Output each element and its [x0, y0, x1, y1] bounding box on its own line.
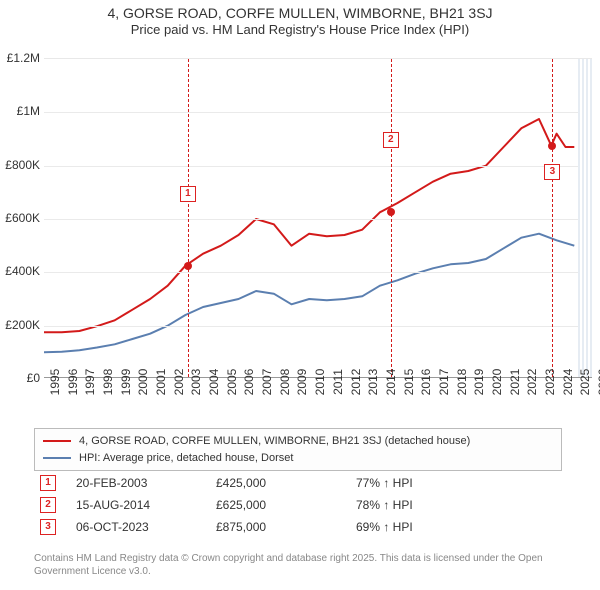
x-axis-label: 2013 [366, 369, 380, 396]
x-axis-label: 2017 [437, 369, 451, 396]
x-axis-label: 2018 [455, 369, 469, 396]
x-axis-label: 2023 [543, 369, 557, 396]
legend-swatch-hpi [43, 457, 71, 459]
x-axis-label: 2007 [260, 369, 274, 396]
x-axis-label: 2009 [295, 369, 309, 396]
x-axis-label: 1999 [119, 369, 133, 396]
x-axis-label: 1995 [48, 369, 62, 396]
legend-item-hpi: HPI: Average price, detached house, Dors… [43, 450, 553, 467]
marker-row-date: 06-OCT-2023 [76, 520, 196, 534]
marker-dot [184, 262, 192, 270]
legend-item-property: 4, GORSE ROAD, CORFE MULLEN, WIMBORNE, B… [43, 433, 553, 450]
forecast-shade [578, 59, 592, 377]
marker-line [552, 59, 553, 377]
y-axis-label: £1.2M [7, 51, 40, 65]
x-axis-label: 2000 [136, 369, 150, 396]
legend-label-property: 4, GORSE ROAD, CORFE MULLEN, WIMBORNE, B… [79, 433, 470, 450]
x-axis-label: 2025 [578, 369, 592, 396]
x-axis-label: 2011 [331, 369, 345, 395]
x-axis-label: 1997 [83, 369, 97, 396]
marker-row-hpi: 78% ↑ HPI [356, 498, 476, 512]
y-axis-label: £800K [5, 158, 40, 172]
markers-table: 1 20-FEB-2003 £425,000 77% ↑ HPI 2 15-AUG-201… [34, 472, 562, 538]
marker-dot [548, 142, 556, 150]
marker-row-badge: 3 [40, 519, 56, 535]
x-axis-label: 2016 [419, 369, 433, 396]
y-axis-label: £0 [27, 371, 40, 385]
marker-row-price: £625,000 [216, 498, 336, 512]
marker-line [188, 59, 189, 377]
footer-attribution: Contains HM Land Registry data © Crown c… [34, 553, 562, 578]
x-axis-label: 2003 [189, 369, 203, 396]
series-line-property [44, 119, 574, 332]
x-axis-label: 2012 [349, 369, 363, 396]
marker-row-price: £425,000 [216, 476, 336, 490]
x-axis-label: 2026 [596, 369, 600, 396]
x-axis-label: 2022 [525, 369, 539, 396]
x-axis-label: 2014 [384, 369, 398, 396]
marker-dot [387, 208, 395, 216]
x-axis-label: 2002 [172, 369, 186, 396]
x-axis-label: 2004 [207, 369, 221, 396]
marker-row-hpi: 69% ↑ HPI [356, 520, 476, 534]
marker-badge: 3 [544, 164, 560, 180]
marker-badge: 1 [180, 186, 196, 202]
marker-row: 1 20-FEB-2003 £425,000 77% ↑ HPI [34, 472, 562, 494]
x-axis-label: 1998 [101, 369, 115, 396]
y-axis-label: £200K [5, 318, 40, 332]
y-axis-label: £1M [17, 104, 40, 118]
chart-area: £0£200K£400K£600K£800K£1M£1.2M 123 19951… [44, 44, 592, 412]
y-axis-label: £400K [5, 264, 40, 278]
marker-line [391, 59, 392, 377]
chart-subtitle: Price paid vs. HM Land Registry's House … [0, 22, 600, 39]
x-axis-label: 1996 [66, 369, 80, 396]
chart-title: 4, GORSE ROAD, CORFE MULLEN, WIMBORNE, B… [0, 4, 600, 22]
x-axis-label: 2010 [313, 369, 327, 396]
legend: 4, GORSE ROAD, CORFE MULLEN, WIMBORNE, B… [34, 428, 562, 471]
legend-label-hpi: HPI: Average price, detached house, Dors… [79, 450, 293, 467]
x-axis-label: 2015 [402, 369, 416, 396]
marker-row: 3 06-OCT-2023 £875,000 69% ↑ HPI [34, 516, 562, 538]
plot-region: 1 2 3 [44, 58, 592, 378]
y-axis-label: £600K [5, 211, 40, 225]
legend-swatch-property [43, 440, 71, 442]
marker-badge: 2 [383, 132, 399, 148]
x-axis-label: 2024 [561, 369, 575, 396]
marker-row-date: 15-AUG-2014 [76, 498, 196, 512]
x-axis-label: 2008 [278, 369, 292, 396]
marker-row-hpi: 77% ↑ HPI [356, 476, 476, 490]
marker-row-price: £875,000 [216, 520, 336, 534]
series-line-hpi [44, 234, 574, 353]
marker-row-date: 20-FEB-2003 [76, 476, 196, 490]
marker-row-badge: 1 [40, 475, 56, 491]
x-axis-label: 2001 [154, 369, 168, 396]
x-axis-label: 2021 [508, 369, 522, 396]
x-axis-label: 2019 [472, 369, 486, 396]
x-axis-label: 2005 [225, 369, 239, 396]
marker-row: 2 15-AUG-2014 £625,000 78% ↑ HPI [34, 494, 562, 516]
marker-row-badge: 2 [40, 497, 56, 513]
x-axis-label: 2006 [242, 369, 256, 396]
x-axis-label: 2020 [490, 369, 504, 396]
